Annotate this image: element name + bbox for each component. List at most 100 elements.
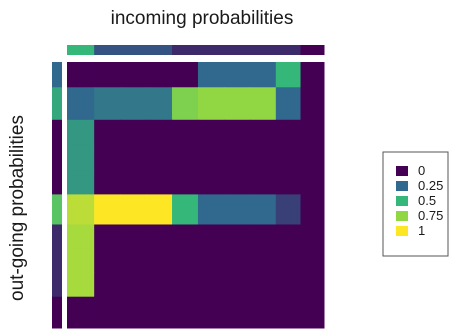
heatmap-cell-r6-c1 bbox=[94, 224, 121, 250]
heatmap-cell-r1-c9 bbox=[300, 87, 325, 121]
heatmap-cell-r1-c2 bbox=[120, 87, 147, 121]
heatmap-cell-r2-c0 bbox=[67, 119, 95, 146]
heatmap-cell-r7-c9 bbox=[300, 248, 325, 274]
row-sum-bar bbox=[52, 62, 62, 329]
heatmap-cell-r6-c9 bbox=[300, 224, 325, 250]
heatmap-cell-r9-c9 bbox=[300, 296, 325, 329]
row-sum-cell-6 bbox=[52, 224, 62, 250]
heatmap-cell-r2-c4 bbox=[172, 119, 199, 146]
row-sum-cell-2 bbox=[52, 119, 62, 146]
heatmap-cell-r4-c0 bbox=[67, 170, 95, 195]
heatmap-cell-r9-c3 bbox=[146, 296, 173, 329]
row-sum-cell-7 bbox=[52, 248, 62, 274]
column-sum-cell-1 bbox=[94, 45, 121, 55]
heatmap-cell-r9-c5 bbox=[197, 296, 225, 329]
heatmap-cell-r1-c5 bbox=[197, 87, 225, 121]
heatmap-cell-r3-c8 bbox=[275, 145, 302, 171]
legend-swatch-3 bbox=[396, 211, 408, 221]
row-sum-cell-5 bbox=[52, 194, 62, 225]
heatmap-cell-r5-c9 bbox=[300, 194, 325, 225]
heatmap-cell-r3-c1 bbox=[94, 145, 121, 171]
legend-swatch-0 bbox=[396, 166, 408, 176]
column-sum-cell-3 bbox=[146, 45, 173, 55]
heatmap-cell-r6-c6 bbox=[223, 224, 251, 250]
heatmap-cell-r3-c9 bbox=[300, 145, 325, 171]
heatmap-cell-r0-c0 bbox=[67, 62, 95, 88]
heatmap-cell-r5-c2 bbox=[120, 194, 147, 225]
heatmap-cell-r9-c1 bbox=[94, 296, 121, 329]
heatmap-cell-r3-c2 bbox=[120, 145, 147, 171]
heatmap-cell-r4-c9 bbox=[300, 170, 325, 195]
heatmap-cell-r4-c7 bbox=[249, 170, 277, 195]
heatmap-cell-r7-c8 bbox=[275, 248, 302, 274]
legend-swatch-4 bbox=[396, 226, 408, 236]
heatmap-cell-r5-c0 bbox=[67, 194, 95, 225]
legend-swatch-2 bbox=[396, 196, 408, 206]
row-sum-cell-1 bbox=[52, 87, 62, 121]
heatmap-cell-r3-c6 bbox=[223, 145, 251, 171]
legend-swatch-1 bbox=[396, 181, 408, 191]
heatmap-cell-r0-c9 bbox=[300, 62, 325, 88]
heatmap-cell-r4-c2 bbox=[120, 170, 147, 195]
heatmap-cell-r0-c8 bbox=[275, 62, 302, 88]
heatmap-cell-r9-c0 bbox=[67, 296, 95, 329]
heatmap-cell-r2-c3 bbox=[146, 119, 173, 146]
heatmap-cell-r7-c6 bbox=[223, 248, 251, 274]
heatmap-cell-r5-c7 bbox=[249, 194, 277, 225]
row-sum-cell-9 bbox=[52, 296, 62, 329]
heatmap-cell-r7-c5 bbox=[197, 248, 225, 274]
column-sum-cell-9 bbox=[300, 45, 325, 55]
heatmap-cell-r6-c4 bbox=[172, 224, 199, 250]
heatmap-cell-r6-c0 bbox=[67, 224, 95, 250]
heatmap-cell-r1-c1 bbox=[94, 87, 121, 121]
heatmap-cell-r1-c6 bbox=[223, 87, 251, 121]
row-sum-cell-8 bbox=[52, 272, 62, 298]
heatmap-cell-r3-c5 bbox=[197, 145, 225, 171]
heatmap-grid bbox=[67, 62, 325, 329]
heatmap-cell-r4-c4 bbox=[172, 170, 199, 195]
legend-label-2: 0.5 bbox=[418, 193, 436, 208]
row-sum-cell-4 bbox=[52, 170, 62, 195]
column-sum-cell-8 bbox=[275, 45, 302, 55]
heatmap-cell-r2-c7 bbox=[249, 119, 277, 146]
column-sum-cell-7 bbox=[249, 45, 277, 55]
row-sum-cell-0 bbox=[52, 62, 62, 88]
heatmap-cell-r1-c7 bbox=[249, 87, 277, 121]
column-sum-cell-5 bbox=[197, 45, 225, 55]
heatmap-cell-r7-c0 bbox=[67, 248, 95, 274]
heatmap-cell-r6-c7 bbox=[249, 224, 277, 250]
heatmap-cell-r4-c5 bbox=[197, 170, 225, 195]
column-sum-cell-0 bbox=[67, 45, 95, 55]
heatmap-cell-r2-c5 bbox=[197, 119, 225, 146]
heatmap-cell-r5-c8 bbox=[275, 194, 302, 225]
heatmap-cell-r7-c4 bbox=[172, 248, 199, 274]
heatmap-cell-r6-c2 bbox=[120, 224, 147, 250]
heatmap-cell-r6-c5 bbox=[197, 224, 225, 250]
column-sum-bar bbox=[67, 45, 325, 55]
heatmap-cell-r1-c4 bbox=[172, 87, 199, 121]
heatmap-cell-r9-c6 bbox=[223, 296, 251, 329]
heatmap-cell-r7-c3 bbox=[146, 248, 173, 274]
heatmap-cell-r5-c6 bbox=[223, 194, 251, 225]
heatmap-cell-r0-c7 bbox=[249, 62, 277, 88]
heatmap-cell-r3-c3 bbox=[146, 145, 173, 171]
heatmap-cell-r9-c7 bbox=[249, 296, 277, 329]
heatmap-cell-r0-c3 bbox=[146, 62, 173, 88]
heatmap-cell-r8-c2 bbox=[120, 272, 147, 298]
legend-label-1: 0.25 bbox=[418, 178, 443, 193]
chart-title: incoming probabilities bbox=[111, 8, 294, 29]
heatmap-cell-r2-c6 bbox=[223, 119, 251, 146]
heatmap-cell-r0-c2 bbox=[120, 62, 147, 88]
heatmap-cell-r6-c3 bbox=[146, 224, 173, 250]
heatmap-cell-r0-c5 bbox=[197, 62, 225, 88]
row-sum-cell-3 bbox=[52, 145, 62, 171]
column-sum-cell-2 bbox=[120, 45, 147, 55]
heatmap-cell-r8-c0 bbox=[67, 272, 95, 298]
heatmap-cell-r7-c7 bbox=[249, 248, 277, 274]
heatmap-cell-r4-c3 bbox=[146, 170, 173, 195]
heatmap-cell-r1-c3 bbox=[146, 87, 173, 121]
heatmap-cell-r2-c9 bbox=[300, 119, 325, 146]
heatmap-cell-r2-c8 bbox=[275, 119, 302, 146]
heatmap-cell-r9-c8 bbox=[275, 296, 302, 329]
heatmap-cell-r4-c1 bbox=[94, 170, 121, 195]
